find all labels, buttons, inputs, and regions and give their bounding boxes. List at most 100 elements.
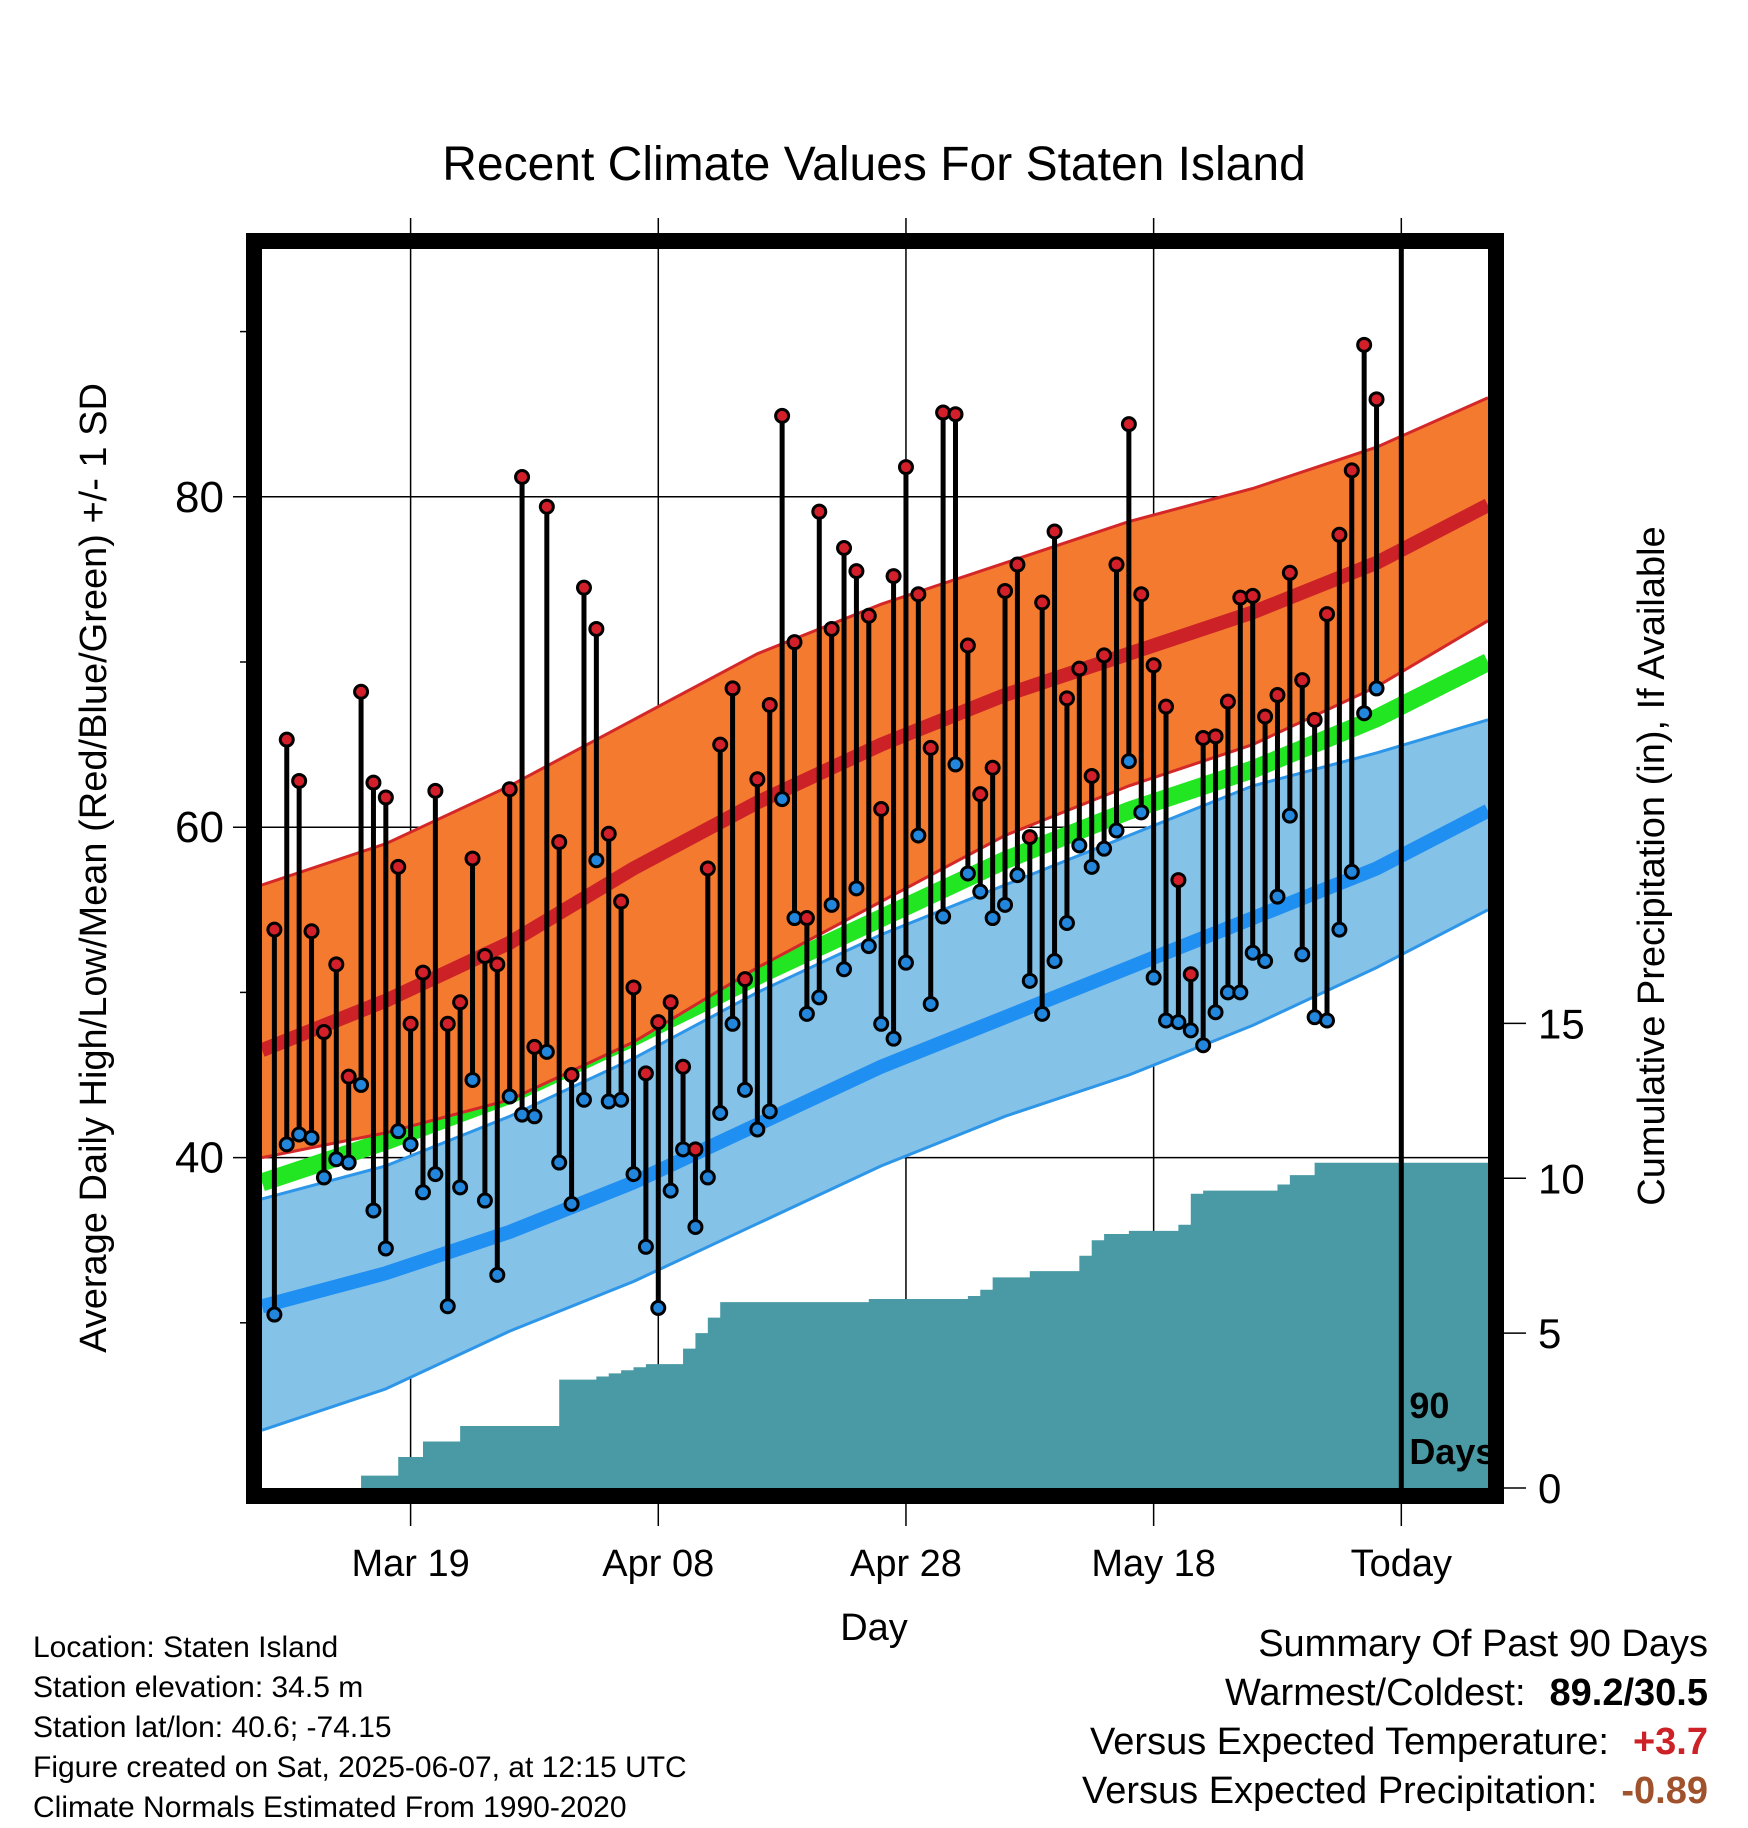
daily-high-point [984, 759, 1001, 776]
daily-low-point [1356, 705, 1373, 722]
daily-low-point [575, 1091, 592, 1108]
daily-low-point [1281, 807, 1298, 824]
daily-low-point [340, 1154, 357, 1171]
daily-low-point [613, 1091, 630, 1108]
summary-warmest-coldest: Warmest/Coldest: 89.2/30.5 [1082, 1669, 1708, 1718]
created-text: Figure created on Sat, 2025-06-07, at 12… [33, 1751, 687, 1784]
daily-low-point [1343, 863, 1360, 880]
daily-high-point [687, 1141, 704, 1158]
daily-high-point [798, 910, 815, 927]
daily-high-point [600, 825, 617, 842]
daily-high-point [947, 406, 964, 423]
daily-low-point [588, 852, 605, 869]
daily-high-point [588, 620, 605, 637]
daily-high-point [1257, 708, 1274, 725]
summary-precip: Versus Expected Precipitation: -0.89 [1082, 1767, 1708, 1816]
x-tick-label: Today [1351, 1543, 1452, 1585]
y-left-tick-label: 40 [175, 1134, 224, 1183]
daily-high-point [761, 696, 778, 713]
daily-high-point [315, 1024, 332, 1041]
precip-anomaly-value: -0.89 [1621, 1770, 1708, 1812]
station-info: Location: Staten Island Station elevatio… [33, 1628, 687, 1828]
daily-high-point [1083, 767, 1100, 784]
daily-high-point [972, 786, 989, 803]
summary-heading: Summary Of Past 90 Days [1258, 1623, 1708, 1665]
normals-text: Climate Normals Estimated From 1990-2020 [33, 1791, 627, 1824]
daily-low-point [1021, 972, 1038, 989]
daily-high-point [860, 607, 877, 624]
summary-temp: Versus Expected Temperature: +3.7 [1082, 1718, 1708, 1767]
daily-low-point [1009, 867, 1026, 884]
daily-high-point [1170, 872, 1187, 889]
daily-low-point [935, 908, 952, 925]
daily-high-point [414, 964, 431, 981]
daily-high-point [353, 683, 370, 700]
daily-low-point [922, 995, 939, 1012]
daily-high-point [1046, 523, 1063, 540]
daily-high-point [1219, 693, 1236, 710]
daily-high-point [1058, 690, 1075, 707]
daily-low-point [712, 1104, 729, 1121]
daily-low-point [538, 1043, 555, 1060]
daily-high-point [1319, 606, 1336, 623]
daily-high-point [303, 923, 320, 940]
daily-low-point [699, 1169, 716, 1186]
y-left-tick-label: 80 [175, 473, 224, 522]
chart-title: Recent Climate Values For Staten Island [442, 138, 1306, 191]
daily-low-point [1145, 969, 1162, 986]
daily-high-point [1331, 526, 1348, 543]
daily-low-point [972, 883, 989, 900]
daily-high-point [551, 834, 568, 851]
daily-high-point [476, 948, 493, 965]
daily-high-point [1096, 647, 1113, 664]
x-tick-label: Apr 08 [602, 1543, 714, 1585]
daily-high-point [365, 774, 382, 791]
daily-high-point [563, 1067, 580, 1083]
daily-low-point [1368, 680, 1385, 697]
daily-high-point [1009, 556, 1026, 573]
daily-low-point [390, 1123, 407, 1140]
daily-low-point [452, 1179, 469, 1196]
daily-low-point [514, 1106, 531, 1123]
daily-high-point [1021, 829, 1038, 846]
temp-anomaly-label: Versus Expected Temperature: [1090, 1721, 1609, 1763]
daily-low-point [476, 1192, 493, 1209]
daily-low-point [278, 1136, 295, 1153]
daily-low-point [1331, 921, 1348, 938]
daily-high-point [1133, 586, 1150, 603]
x-tick-label: Apr 28 [850, 1543, 962, 1585]
daily-low-point [625, 1166, 642, 1183]
elevation-text: Station elevation: 34.5 m [33, 1671, 364, 1704]
daily-low-point [997, 896, 1014, 913]
y-right-tick-label: 15 [1538, 1000, 1585, 1047]
daily-high-point [464, 850, 481, 867]
daily-low-point [1232, 984, 1249, 1001]
daily-high-point [390, 858, 407, 875]
daily-high-point [625, 979, 642, 996]
daily-high-point [278, 731, 295, 748]
plot-area: 90 Days [262, 249, 1488, 1488]
daily-high-point [873, 801, 890, 818]
daily-low-point [266, 1306, 283, 1323]
daily-high-point [328, 956, 345, 973]
daily-high-point [1232, 589, 1249, 606]
precip-area [262, 1162, 1488, 1488]
daily-high-point [1356, 336, 1373, 353]
daily-high-point [959, 637, 976, 654]
daily-low-point [1269, 888, 1286, 905]
daily-high-point [774, 407, 791, 424]
daily-low-point [848, 880, 865, 897]
low-band-lower-edge [262, 908, 1488, 1432]
daily-high-point [823, 620, 840, 637]
daily-low-point [315, 1169, 332, 1186]
y-right-tick-label: 0 [1538, 1465, 1561, 1512]
daily-low-point [439, 1298, 456, 1315]
daily-low-point [1071, 837, 1088, 854]
daily-high-point [291, 772, 308, 789]
daily-high-point [439, 1015, 456, 1032]
daily-low-point [1182, 1022, 1199, 1039]
daily-low-point [1170, 1014, 1187, 1031]
daily-low-point [736, 1081, 753, 1098]
daily-low-point [1083, 858, 1100, 875]
